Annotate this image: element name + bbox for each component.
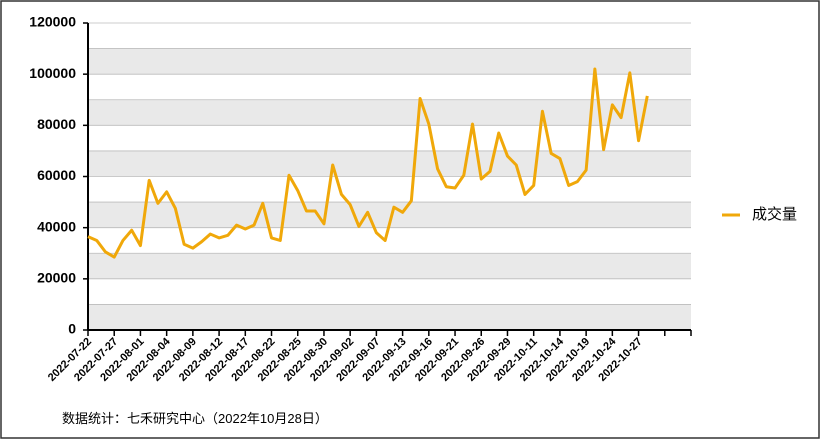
grid-band <box>88 48 691 75</box>
grid-band <box>88 150 691 177</box>
grid-band <box>88 304 691 330</box>
y-tick-label: 0 <box>68 321 76 337</box>
y-tick-label: 120000 <box>29 14 76 30</box>
footnote: 数据统计：七禾研究中心（2022年10月28日） <box>62 411 328 426</box>
y-tick-label: 40000 <box>37 218 76 234</box>
y-tick-label: 80000 <box>37 116 76 132</box>
legend-label: 成交量 <box>752 205 797 223</box>
grid-band <box>88 253 691 279</box>
data-line <box>87 67 649 259</box>
y-tick-label: 100000 <box>29 65 76 81</box>
y-tick-label: 60000 <box>37 167 76 183</box>
y-tick-label: 20000 <box>37 270 76 286</box>
